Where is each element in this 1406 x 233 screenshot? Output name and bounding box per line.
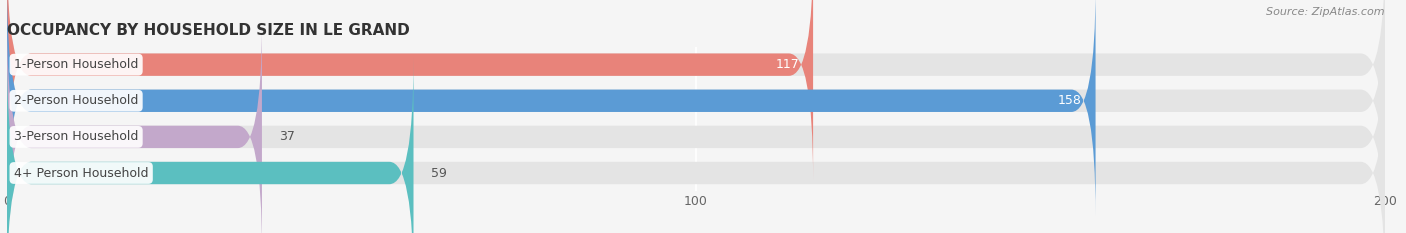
Text: OCCUPANCY BY HOUSEHOLD SIZE IN LE GRAND: OCCUPANCY BY HOUSEHOLD SIZE IN LE GRAND: [7, 24, 409, 38]
FancyBboxPatch shape: [7, 22, 1385, 233]
Text: 59: 59: [430, 167, 447, 179]
Text: 3-Person Household: 3-Person Household: [14, 130, 138, 143]
Text: 37: 37: [280, 130, 295, 143]
FancyBboxPatch shape: [7, 0, 1385, 180]
FancyBboxPatch shape: [7, 22, 262, 233]
Text: 4+ Person Household: 4+ Person Household: [14, 167, 149, 179]
FancyBboxPatch shape: [7, 0, 813, 180]
Text: 158: 158: [1057, 94, 1081, 107]
FancyBboxPatch shape: [7, 0, 1385, 216]
Text: 2-Person Household: 2-Person Household: [14, 94, 138, 107]
Text: Source: ZipAtlas.com: Source: ZipAtlas.com: [1267, 7, 1385, 17]
Text: 1-Person Household: 1-Person Household: [14, 58, 138, 71]
FancyBboxPatch shape: [7, 58, 1385, 233]
Text: 117: 117: [776, 58, 800, 71]
FancyBboxPatch shape: [7, 0, 1095, 216]
FancyBboxPatch shape: [7, 58, 413, 233]
